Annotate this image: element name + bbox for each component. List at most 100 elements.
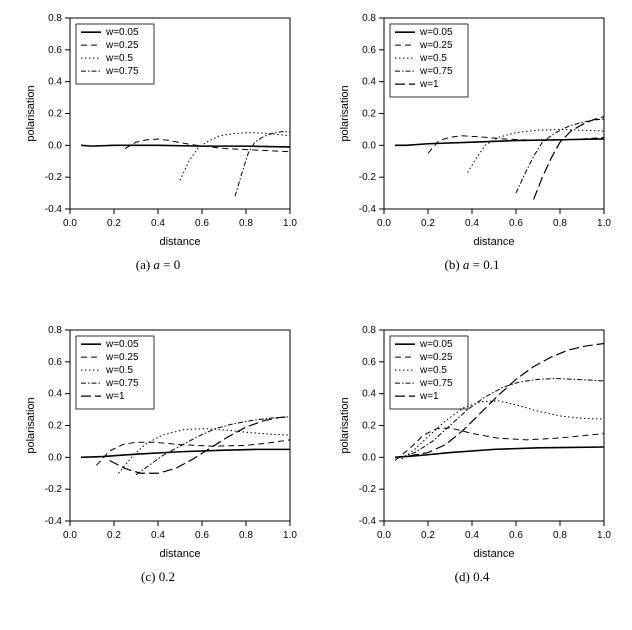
panel-a: 0.0 0.2 0.4 0.6 0.8 1.0 -0.4 -0.2 0.0 0.2 0.4 0.6 0.… [18,8,298,283]
x-tick-label: 0.6 [509,530,523,541]
y-tick-label: 0.0 [48,140,62,151]
caption-prefix: (b) [444,257,462,272]
x-tick-label: 0.2 [421,218,435,229]
x-tick-label: 0.6 [195,530,209,541]
x-tick-label: 0.0 [63,530,77,541]
x-axis-label: distance [160,548,201,560]
legend-label: w=0.5 [419,365,447,376]
series-w075 [235,132,290,196]
legend-label: w=1 [105,391,125,402]
series-w025 [96,440,290,465]
series-w1 [110,417,290,474]
x-tick-label: 1.0 [283,530,297,541]
y-tick-label: 0.8 [48,13,62,24]
x-tick-label: 1.0 [597,218,611,229]
legend-label: w=0.25 [105,352,139,363]
x-tick-label: 1.0 [597,530,611,541]
y-tick-label: -0.2 [359,172,377,183]
chart-a: 0.0 0.2 0.4 0.6 0.8 1.0 -0.4 -0.2 0.0 0.2 0.4 0.6 0.… [18,8,298,253]
legend-label: w=0.75 [419,66,453,77]
x-tick-label: 0.4 [151,218,165,229]
y-tick-label: 0.8 [362,13,376,24]
x-tick-label: 0.2 [107,530,121,541]
y-tick-label: 0.6 [362,45,376,56]
chart-d: 0.00.20.40.60.81.0-0.4-0.20.00.20.40.60.… [332,320,612,565]
series-w005 [395,447,604,457]
y-axis-label: polarisation [25,397,37,453]
series-w05 [180,133,290,181]
panel-c: 0.0 0.2 0.4 0.6 0.8 1.0 -0.4 -0.2 0.0 0.2 0.4 0.6 0.… [18,320,298,595]
plot-box [70,330,290,521]
legend-label: w=0.25 [105,40,139,51]
panel-b: 0.00.20.40.60.81.0-0.4-0.20.00.20.40.60.… [332,8,612,283]
caption-value: 0.4 [473,569,489,584]
legend-label: w=0.75 [105,378,139,389]
x-tick-label: 0.4 [151,530,165,541]
panel-caption: (a) a = 0 [18,257,298,273]
panel-d: 0.00.20.40.60.81.0-0.4-0.20.00.20.40.60.… [332,320,612,595]
series-w05 [468,129,604,172]
y-axis-label: polarisation [25,85,37,141]
x-tick-label: 0.2 [107,218,121,229]
x-axis-label: distance [160,236,201,248]
plot-box [384,330,604,521]
y-tick-label: -0.4 [45,204,63,215]
panel-caption: (b) a = 0.1 [332,257,612,273]
panel-caption: (c) 0.2 [18,569,298,585]
legend-label: w=1 [419,391,439,402]
legend-label: w=0.05 [419,27,453,38]
legend-label: w=0.75 [105,66,139,77]
y-tick-label: -0.2 [359,484,377,495]
x-axis-label: distance [474,548,515,560]
legend-label: w=0.5 [419,53,447,64]
x-tick-label: 1.0 [283,218,297,229]
series-w1 [534,117,604,200]
y-tick-label: 0.6 [48,45,62,56]
y-tick-label: 0.2 [362,421,376,432]
legend-label: w=0.25 [419,40,453,51]
x-tick-label: 0.4 [465,218,479,229]
y-tick-label: 0.4 [48,389,62,400]
x-tick-label: 0.0 [377,218,391,229]
y-tick-label: 0.4 [362,77,376,88]
x-tick-label: 0.8 [553,218,567,229]
legend-label: w=0.5 [105,53,133,64]
y-tick-label: -0.4 [45,516,63,527]
legend-label: w=1 [419,79,439,90]
y-tick-label: 0.0 [362,452,376,463]
caption-value: 0.2 [159,569,175,584]
legend-label: w=0.75 [419,378,453,389]
x-tick-label: 0.0 [63,218,77,229]
caption-value: = 0.1 [469,257,499,272]
y-tick-label: 0.0 [48,452,62,463]
y-tick-label: -0.2 [45,484,63,495]
x-tick-label: 0.8 [239,218,253,229]
y-tick-label: 0.2 [362,109,376,120]
legend-label: w=0.05 [105,339,139,350]
y-tick-label: 0.4 [362,389,376,400]
y-axis-label: polarisation [339,85,351,141]
panel-caption: (d) 0.4 [332,569,612,585]
x-tick-label: 0.8 [553,530,567,541]
x-tick-label: 0.6 [195,218,209,229]
chart-c: 0.00.20.40.60.81.0-0.4-0.20.00.20.40.60.… [18,320,298,565]
caption-value: = 0 [160,257,180,272]
legend-label: w=0.05 [105,27,139,38]
x-tick-label: 0.6 [509,218,523,229]
y-tick-label: 0.6 [362,357,376,368]
x-tick-label: 0.0 [377,530,391,541]
y-tick-label: 0.6 [48,357,62,368]
y-tick-label: -0.2 [45,172,63,183]
legend-label: w=0.5 [105,365,133,376]
legend-label: w=0.05 [419,339,453,350]
series-w025 [428,136,604,154]
y-tick-label: -0.4 [359,204,377,215]
y-tick-label: 0.4 [48,77,62,88]
plot-box [384,18,604,209]
y-tick-label: 0.8 [48,325,62,336]
y-tick-label: 0.8 [362,325,376,336]
x-tick-label: 0.8 [239,530,253,541]
y-tick-label: -0.4 [359,516,377,527]
y-tick-label: 0.2 [48,109,62,120]
x-axis-label: distance [474,236,515,248]
